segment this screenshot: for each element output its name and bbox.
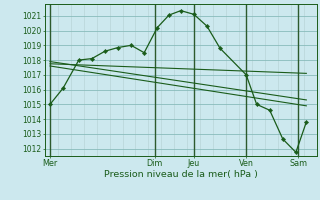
X-axis label: Pression niveau de la mer( hPa ): Pression niveau de la mer( hPa ) — [104, 170, 258, 179]
